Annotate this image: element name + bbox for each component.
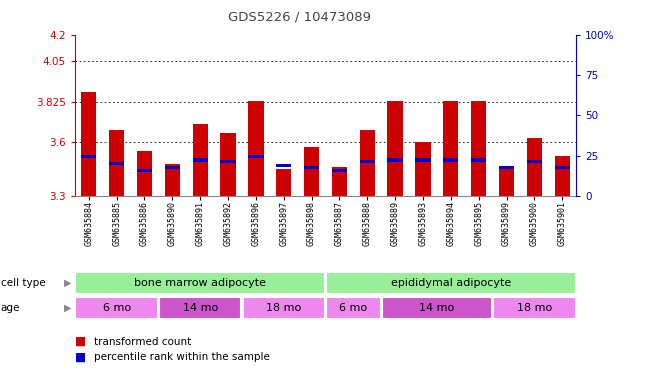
Bar (248, 155, 264, 158)
Bar (332, 167, 347, 196)
Bar (137, 151, 152, 196)
Bar (471, 101, 486, 196)
Text: percentile rank within the sample: percentile rank within the sample (94, 352, 270, 362)
Bar (81, 155, 96, 158)
Text: 6 mo: 6 mo (103, 303, 131, 313)
Text: epididymal adipocyte: epididymal adipocyte (391, 278, 511, 288)
Bar (555, 166, 570, 169)
Bar (493, 297, 575, 319)
Text: cell type: cell type (1, 278, 46, 288)
Bar (221, 133, 236, 196)
Bar (109, 129, 124, 196)
Bar (165, 166, 180, 169)
Bar (159, 297, 242, 319)
Text: ▶: ▶ (64, 303, 72, 313)
Bar (359, 160, 375, 164)
Text: 6 mo: 6 mo (339, 303, 367, 313)
Bar (499, 169, 514, 196)
Bar (76, 297, 158, 319)
Text: transformed count: transformed count (94, 337, 191, 347)
Bar (555, 156, 570, 196)
Text: ▶: ▶ (64, 278, 72, 288)
Bar (415, 142, 430, 196)
Text: bone marrow adipocyte: bone marrow adipocyte (134, 278, 266, 288)
Bar (527, 160, 542, 164)
Bar (165, 164, 180, 196)
Bar (415, 158, 430, 162)
Bar (276, 164, 292, 167)
Bar (443, 158, 458, 162)
Bar (499, 166, 514, 169)
Bar (332, 169, 347, 172)
Bar (527, 139, 542, 196)
Bar (221, 160, 236, 164)
Bar (326, 297, 381, 319)
Text: age: age (1, 303, 20, 313)
Text: ■: ■ (75, 351, 86, 364)
Bar (304, 166, 319, 169)
Bar (109, 162, 124, 165)
Bar (276, 169, 292, 196)
Bar (76, 272, 325, 295)
Bar (193, 158, 208, 162)
Text: 18 mo: 18 mo (517, 303, 552, 313)
Text: ■: ■ (75, 335, 86, 348)
Bar (137, 169, 152, 172)
Text: 14 mo: 14 mo (419, 303, 454, 313)
Bar (81, 92, 96, 196)
Bar (243, 297, 325, 319)
Bar (381, 297, 492, 319)
Text: 14 mo: 14 mo (182, 303, 218, 313)
Bar (443, 101, 458, 196)
Text: GDS5226 / 10473089: GDS5226 / 10473089 (228, 10, 371, 23)
Bar (387, 101, 403, 196)
Bar (193, 124, 208, 196)
Bar (326, 272, 575, 295)
Bar (248, 101, 264, 196)
Bar (359, 129, 375, 196)
Text: 18 mo: 18 mo (266, 303, 301, 313)
Bar (304, 147, 319, 196)
Bar (471, 158, 486, 162)
Bar (387, 158, 403, 162)
